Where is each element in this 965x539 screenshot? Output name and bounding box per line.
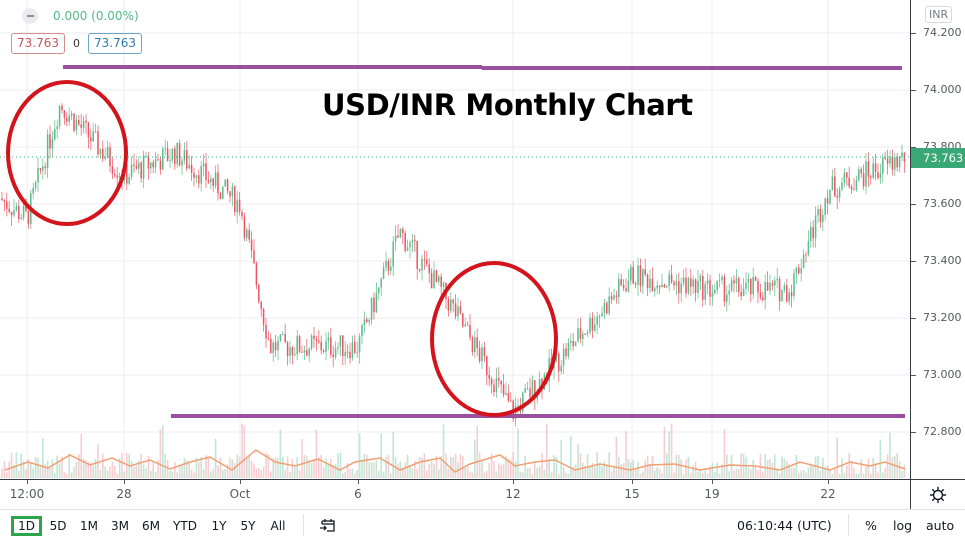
bottom-toolbar: 1D 5D 1M 3M 6M YTD 1Y 5Y All 06:10:44 (U… <box>0 509 965 539</box>
percent-scale-toggle[interactable]: % <box>865 518 877 533</box>
currency-badge[interactable]: INR <box>925 6 953 23</box>
buy-price-button[interactable]: 73.763 <box>88 33 142 54</box>
tick-mark <box>911 147 916 148</box>
tick-mark <box>911 90 916 91</box>
tick-mark <box>632 480 633 484</box>
chart-settings-button[interactable] <box>910 479 965 509</box>
auto-scale-toggle[interactable]: auto <box>926 518 955 533</box>
time-tick-label: 6 <box>354 487 362 501</box>
time-tick-label: 15 <box>624 487 640 501</box>
price-tick-label: 73.000 <box>923 368 962 381</box>
range-3m-button[interactable]: 3M <box>111 519 129 533</box>
price-tick-label: 73.600 <box>923 197 962 210</box>
tick-mark <box>124 480 125 484</box>
time-tick-label: 12:00 <box>9 487 45 501</box>
time-tick-label: Oct <box>229 487 251 501</box>
price-chart-canvas[interactable] <box>0 0 910 479</box>
tick-mark <box>911 432 916 433</box>
top-highlight-circle[interactable] <box>6 80 128 226</box>
price-axis[interactable]: INR 74.200 74.000 73.800 73.600 73.400 7… <box>910 0 965 480</box>
time-tick-label: 28 <box>116 487 132 501</box>
grid <box>0 0 910 479</box>
clock-timezone[interactable]: 06:10:44 (UTC) <box>737 518 832 533</box>
time-tick-label: 12 <box>505 487 521 501</box>
tick-mark <box>513 480 514 484</box>
divider <box>848 514 849 536</box>
tick-mark <box>358 480 359 484</box>
tick-mark <box>240 480 241 484</box>
candlestick-series <box>1 103 906 427</box>
price-tick-label: 73.200 <box>923 311 962 324</box>
tick-mark <box>712 480 713 484</box>
price-change: 0.000 (0.00%) <box>53 9 139 23</box>
last-price-label: 73.763 <box>911 148 965 168</box>
spread-value: 0 <box>73 37 80 50</box>
price-tick-label: 74.000 <box>923 83 962 96</box>
range-1d-button[interactable]: 1D <box>11 516 42 536</box>
price-tick-label: 74.200 <box>923 26 962 39</box>
tick-mark <box>911 33 916 34</box>
time-tick-label: 19 <box>704 487 720 501</box>
tick-mark <box>27 480 28 484</box>
tick-mark <box>911 318 916 319</box>
range-1y-button[interactable]: 1Y <box>211 519 227 533</box>
range-5y-button[interactable]: 5Y <box>240 519 256 533</box>
range-ytd-button[interactable]: YTD <box>173 519 197 533</box>
time-axis[interactable]: 12:00 28 Oct 6 12 15 19 22 <box>0 479 910 509</box>
price-tick-label: 72.800 <box>923 425 962 438</box>
volume-ma-line <box>4 449 906 473</box>
range-5d-button[interactable]: 5D <box>49 519 67 533</box>
tick-mark <box>911 261 916 262</box>
range-1m-button[interactable]: 1M <box>80 519 98 533</box>
divider <box>303 514 304 536</box>
bottom-highlight-circle[interactable] <box>430 261 558 417</box>
tick-mark <box>911 375 916 376</box>
tick-mark <box>911 204 916 205</box>
minus-circle-icon[interactable] <box>22 8 38 24</box>
chart-title-annotation: USD/INR Monthly Chart <box>322 88 693 122</box>
calendar-goto-icon[interactable] <box>319 517 337 533</box>
range-all-button[interactable]: All <box>270 519 286 533</box>
log-scale-toggle[interactable]: log <box>893 518 913 533</box>
range-6m-button[interactable]: 6M <box>142 519 160 533</box>
gear-icon <box>929 486 947 503</box>
time-tick-label: 22 <box>820 487 836 501</box>
price-tick-label: 73.400 <box>923 254 962 267</box>
tick-mark <box>828 480 829 484</box>
sell-price-button[interactable]: 73.763 <box>11 33 65 54</box>
